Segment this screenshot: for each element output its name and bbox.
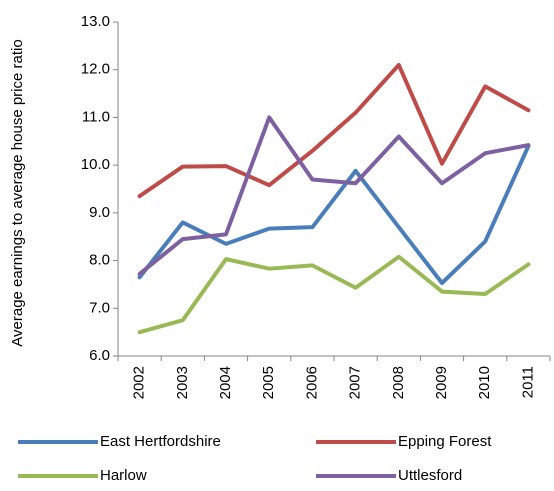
y-tick-label: 6.0 (89, 347, 110, 364)
legend-label: East Hertfordshire (100, 433, 221, 450)
x-tick-label: 2006 (303, 366, 320, 399)
y-axis-label: Average earnings to average house price … (9, 39, 26, 347)
x-tick-label: 2004 (217, 366, 234, 399)
x-tick-label: 2011 (519, 366, 536, 398)
x-tick-label: 2008 (390, 366, 407, 399)
x-tick-label: 2009 (433, 366, 450, 399)
series-line (137, 115, 531, 276)
x-tick-label: 2005 (260, 366, 277, 399)
x-tick-label: 2002 (131, 366, 148, 399)
series-line (137, 144, 531, 285)
y-tick-label: 7.0 (89, 299, 110, 316)
y-tick-label: 9.0 (89, 204, 110, 221)
y-tick-label: 11.0 (82, 108, 110, 125)
y-tick-label: 8.0 (89, 252, 110, 269)
legend-label: Uttlesford (398, 467, 462, 484)
series-line (137, 254, 531, 335)
y-tick-label: 10.0 (81, 156, 110, 173)
series-line (137, 62, 531, 199)
legend-label: Harlow (100, 467, 147, 484)
x-tick-label: 2010 (476, 366, 493, 399)
x-tick-label: 2003 (174, 366, 191, 399)
legend-label: Epping Forest (398, 433, 492, 450)
x-tick-label: 2007 (347, 366, 364, 399)
y-tick-label: 12.0 (81, 61, 110, 78)
y-tick-label: 13.0 (81, 13, 110, 30)
